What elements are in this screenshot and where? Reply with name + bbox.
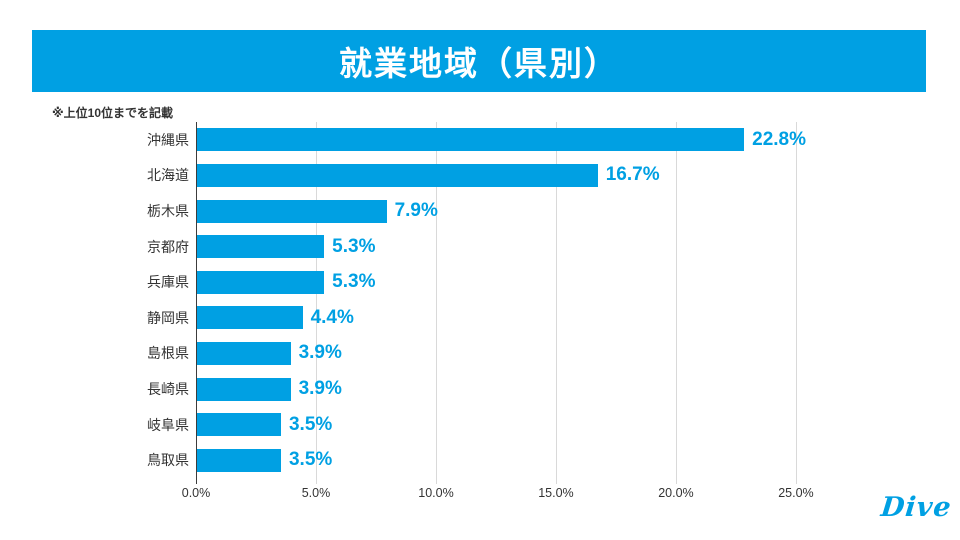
bar-chart-plot-area: 沖縄県 22.8% 北海道 16.7% 栃木県 7.9% 京都府 5.3% 兵庫県 5.3% 静岡県…: [147, 122, 836, 484]
bar: [197, 448, 281, 472]
chart-row: 岐阜県 3.5%: [147, 413, 333, 437]
category-label: 兵庫県: [147, 274, 189, 291]
value-label: 4.4%: [310, 306, 354, 328]
chart-row: 鳥取県 3.5%: [147, 448, 333, 472]
category-label: 沖縄県: [147, 131, 189, 148]
category-label: 島根県: [147, 345, 189, 362]
bar: [197, 413, 281, 437]
category-label: 栃木県: [147, 203, 189, 219]
x-tick-label: 20.0%: [658, 486, 694, 500]
value-label: 7.9%: [394, 200, 438, 221]
x-tick-label: 10.0%: [418, 486, 454, 500]
category-label: 岐阜県: [147, 416, 189, 433]
gridline: [675, 122, 677, 484]
gridline: [435, 122, 437, 484]
value-label: 22.8%: [752, 128, 806, 150]
x-tick-label: 15.0%: [538, 486, 574, 500]
chart-row: 北海道 16.7%: [147, 163, 660, 187]
bar: [197, 199, 387, 223]
x-tick-label: 25.0%: [778, 486, 814, 500]
value-label: 5.3%: [332, 235, 376, 257]
value-label: 3.5%: [288, 449, 333, 471]
value-label: 3.9%: [298, 378, 342, 399]
note-text: ※上位10位までを記載: [52, 106, 174, 120]
chart-row: 兵庫県 5.3%: [147, 270, 376, 294]
page-title: 就業地域（県別）: [339, 45, 619, 82]
bar: [197, 235, 325, 259]
value-label: 3.5%: [288, 413, 333, 435]
chart-row: 栃木県 7.9%: [147, 199, 438, 223]
bar: [197, 270, 325, 294]
category-label: 北海道: [147, 167, 189, 184]
x-tick-label: 0.0%: [181, 486, 211, 500]
bar: [197, 163, 598, 187]
x-tick-label: 5.0%: [301, 486, 331, 500]
chart-row: 島根県 3.9%: [147, 341, 342, 365]
title-banner: 就業地域（県別）: [32, 30, 926, 92]
gridline: [315, 122, 317, 484]
gridline: [795, 122, 797, 484]
chart-row: 京都府 5.3%: [147, 235, 376, 259]
chart-row: 沖縄県 22.8%: [147, 128, 806, 152]
bar: [197, 306, 303, 330]
category-label: 京都府: [147, 238, 189, 255]
category-label: 静岡県: [147, 309, 189, 326]
value-label: 5.3%: [332, 271, 376, 293]
chart-row: 静岡県 4.4%: [147, 306, 354, 330]
y-axis-line: [196, 122, 197, 484]
gridline: [555, 122, 557, 484]
value-label: 16.7%: [605, 164, 660, 186]
category-label: 長崎県: [147, 381, 189, 397]
x-axis: 0.0% 5.0% 10.0% 15.0% 20.0% 25.0%: [182, 486, 836, 502]
bar: [197, 377, 291, 401]
chart-row: 長崎県 3.9%: [147, 377, 342, 401]
dive-logo: Dive: [879, 492, 954, 523]
category-label: 鳥取県: [147, 452, 189, 469]
bar: [197, 341, 291, 365]
value-label: 3.9%: [298, 342, 342, 364]
bar: [197, 128, 745, 152]
